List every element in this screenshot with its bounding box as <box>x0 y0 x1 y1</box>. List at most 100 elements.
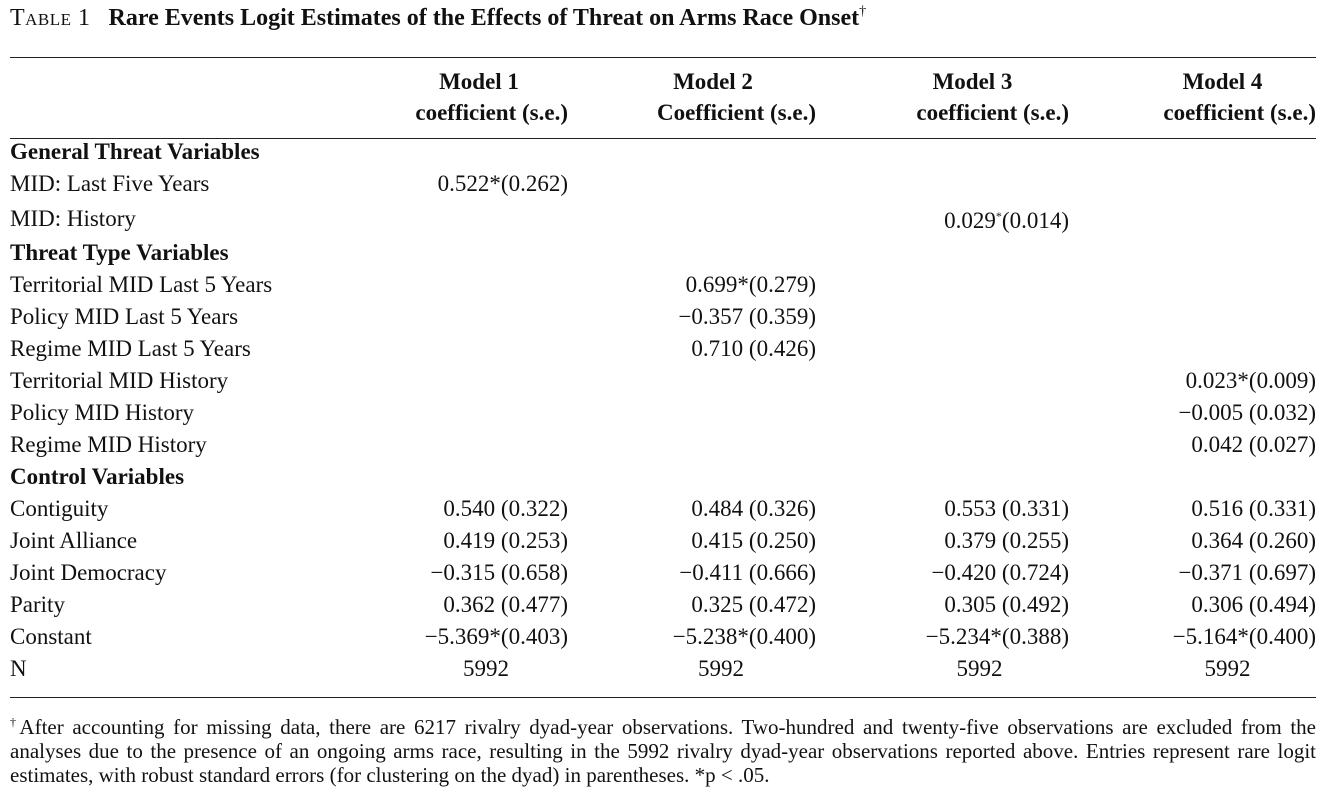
cell-model3 <box>816 397 1069 429</box>
cell-model4 <box>1069 269 1316 301</box>
section-heading: Threat Type Variables <box>10 240 229 265</box>
cell-model3: 0.553 (0.331) <box>944 496 1069 521</box>
cell-model1: 0.419 (0.253) <box>443 528 568 553</box>
row-label: Policy MID History <box>10 400 194 425</box>
row-label: N <box>10 656 27 681</box>
coef-value: 0.029 <box>944 208 996 233</box>
model2-subtitle: Coefficient (s.e.) <box>656 100 816 125</box>
cell-model4: 0.516 (0.331) <box>1191 496 1316 521</box>
table-row: Joint Alliance 0.419 (0.253) 0.415 (0.25… <box>10 525 1316 557</box>
cell-model3: 0.029*(0.014) <box>816 200 1069 237</box>
cell-model4: 5992 <box>1204 656 1251 681</box>
cell-model3: −5.234*(0.388) <box>925 624 1069 649</box>
col-header-model4: Model 4 coefficient (s.e.) <box>1069 66 1316 136</box>
row-label: MID: Last Five Years <box>10 171 210 196</box>
bottom-rule <box>10 697 1316 698</box>
row-label: Joint Democracy <box>10 560 167 585</box>
row-label: Territorial MID Last 5 Years <box>10 272 273 297</box>
row-label: Territorial MID History <box>10 368 229 393</box>
table-row: Territorial MID Last 5 Years 0.699*(0.27… <box>10 269 1316 301</box>
header-rule <box>10 138 1316 139</box>
cell-model3: 0.305 (0.492) <box>944 592 1069 617</box>
section-heading: Control Variables <box>10 464 185 489</box>
cell-model2: 0.484 (0.326) <box>691 496 816 521</box>
cell-model1 <box>344 333 568 365</box>
row-label: MID: History <box>10 205 136 231</box>
table-row: Policy MID Last 5 Years −0.357 (0.359) <box>10 301 1316 333</box>
table-caption: Table 1 Rare Events Logit Estimates of th… <box>10 4 866 32</box>
table-label: Table 1 <box>10 5 91 31</box>
model1-subtitle: coefficient (s.e.) <box>415 100 568 125</box>
cell-model2 <box>568 168 816 200</box>
cell-model2: 0.699*(0.279) <box>685 272 816 297</box>
table-title: Rare Events Logit Estimates of the Effec… <box>108 5 860 31</box>
model2-name: Model 2 <box>673 69 753 94</box>
significance-star: * <box>995 209 1002 223</box>
section-row-general: General Threat Variables <box>10 136 1316 168</box>
cell-model3 <box>816 365 1069 397</box>
cell-model3 <box>816 301 1069 333</box>
cell-model4: 0.042 (0.027) <box>1191 432 1316 457</box>
cell-model1: 0.362 (0.477) <box>443 592 568 617</box>
cell-model2: 0.325 (0.472) <box>691 592 816 617</box>
col-header-model3: Model 3 coefficient (s.e.) <box>816 66 1069 136</box>
cell-model3 <box>816 269 1069 301</box>
model3-subtitle: coefficient (s.e.) <box>916 100 1069 125</box>
row-label: Policy MID Last 5 Years <box>10 304 239 329</box>
cell-model1: 0.522*(0.262) <box>437 171 568 196</box>
model3-name: Model 3 <box>932 69 1013 94</box>
section-row-type: Threat Type Variables <box>10 237 1316 269</box>
table-row: Regime MID History 0.042 (0.027) <box>10 429 1316 461</box>
cell-model1 <box>344 365 568 397</box>
cell-model4: −5.164*(0.400) <box>1172 624 1316 649</box>
cell-model4: −0.005 (0.032) <box>1178 400 1316 425</box>
cell-model2: −0.411 (0.666) <box>679 560 816 585</box>
notes-dagger: † <box>10 715 20 729</box>
cell-model1 <box>344 200 568 237</box>
row-label: Regime MID Last 5 Years <box>10 336 251 361</box>
header-row: Model 1 coefficient (s.e.) Model 2 Coeff… <box>10 66 1316 136</box>
cell-model3: −0.420 (0.724) <box>931 560 1069 585</box>
col-header-model2: Model 2 Coefficient (s.e.) <box>568 66 816 136</box>
table-notes: †After accounting for missing data, ther… <box>10 710 1316 787</box>
table-row-n: N 5992 5992 5992 5992 <box>10 653 1316 685</box>
model1-name: Model 1 <box>439 69 519 94</box>
cell-model3 <box>816 429 1069 461</box>
row-label: Constant <box>10 624 92 649</box>
section-heading: General Threat Variables <box>10 139 260 164</box>
cell-model4: 0.306 (0.494) <box>1191 592 1316 617</box>
cell-model2: 0.710 (0.426) <box>691 336 816 361</box>
table-row: Contiguity 0.540 (0.322) 0.484 (0.326) 0… <box>10 493 1316 525</box>
cell-model3 <box>816 333 1069 365</box>
cell-model2: −5.238*(0.400) <box>672 624 816 649</box>
cell-model1 <box>344 397 568 429</box>
cell-model2: −0.357 (0.359) <box>678 304 816 329</box>
cell-model1: 0.540 (0.322) <box>443 496 568 521</box>
table-row: MID: History 0.029*(0.014) <box>10 200 1316 237</box>
table-row: MID: Last Five Years 0.522*(0.262) <box>10 168 1316 200</box>
cell-model4 <box>1069 168 1316 200</box>
row-label: Contiguity <box>10 496 109 521</box>
cell-model4 <box>1069 333 1316 365</box>
notes-text: After accounting for missing data, there… <box>10 715 1317 787</box>
cell-model4 <box>1069 301 1316 333</box>
cell-model4: 0.023*(0.009) <box>1185 368 1316 393</box>
cell-model2: 0.415 (0.250) <box>691 528 816 553</box>
table-row: Territorial MID History 0.023*(0.009) <box>10 365 1316 397</box>
row-label: Regime MID History <box>10 432 207 457</box>
top-rule <box>10 57 1316 58</box>
model4-subtitle: coefficient (s.e.) <box>1163 100 1316 125</box>
col-header-model1: Model 1 coefficient (s.e.) <box>344 66 568 136</box>
estimates-table: Model 1 coefficient (s.e.) Model 2 Coeff… <box>10 66 1316 685</box>
cell-model4: 0.364 (0.260) <box>1191 528 1316 553</box>
cell-model1: −0.315 (0.658) <box>430 560 568 585</box>
model4-name: Model 4 <box>1182 69 1263 94</box>
cell-model1: −5.369*(0.403) <box>424 624 568 649</box>
cell-model3: 0.379 (0.255) <box>944 528 1069 553</box>
cell-model4 <box>1069 200 1316 237</box>
row-label: Parity <box>10 592 65 617</box>
cell-model1 <box>344 301 568 333</box>
cell-model4: −0.371 (0.697) <box>1178 560 1316 585</box>
table-row: Parity 0.362 (0.477) 0.325 (0.472) 0.305… <box>10 589 1316 621</box>
cell-model2 <box>568 200 816 237</box>
